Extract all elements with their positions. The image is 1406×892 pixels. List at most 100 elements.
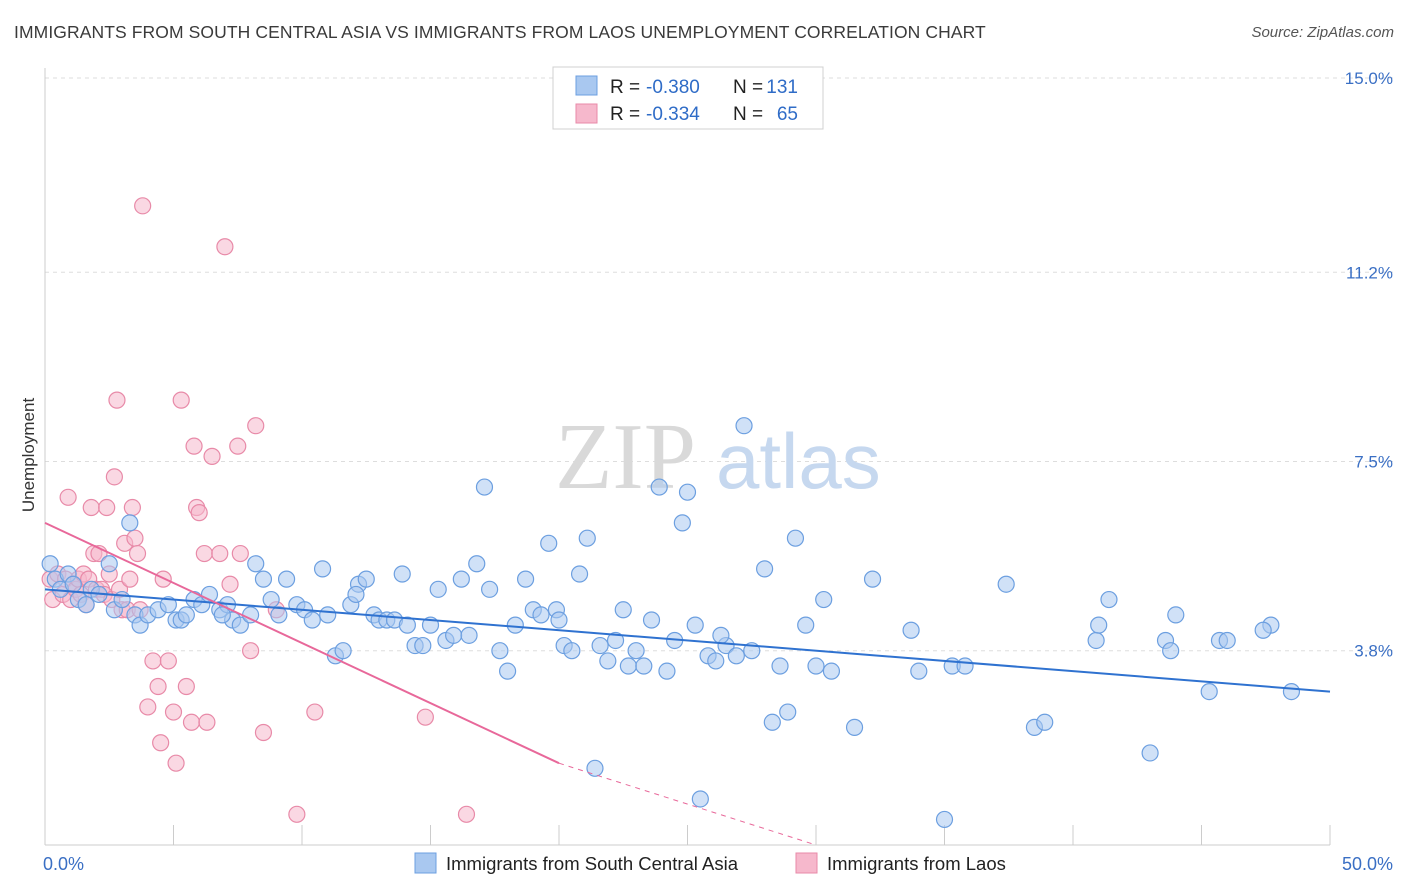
bottom-legend: Immigrants from South Central Asia Immig… (414, 852, 1006, 874)
south-central-asia-point-19 (177, 606, 195, 624)
trend-line-laos (44, 521, 560, 765)
laos-point-29 (123, 498, 141, 517)
south-central-asia-point-73 (591, 636, 609, 655)
south-central-asia-point-127 (550, 611, 568, 629)
south-central-asia-point-69 (563, 642, 581, 660)
bottom-legend-swatch-pink (795, 852, 818, 874)
south-central-asia-point-129 (347, 585, 365, 604)
south-central-asia-point-102 (822, 662, 841, 680)
laos-point-61 (306, 703, 324, 721)
south-central-asia-point-57 (468, 555, 486, 573)
south-central-asia-point-100 (807, 657, 825, 675)
south-central-asia-point-79 (635, 657, 653, 675)
south-central-asia-point-60 (491, 642, 509, 660)
laos-point-33 (134, 197, 152, 215)
south-central-asia-point-52 (429, 580, 447, 598)
x-tick-label-0: 0.0% (43, 854, 84, 874)
laos-point-53 (221, 575, 239, 593)
south-central-asia-point-55 (452, 570, 470, 588)
south-central-asia-point-35 (303, 611, 321, 629)
laos-point-49 (198, 713, 216, 731)
laos-point-60 (288, 805, 306, 823)
south-central-asia-point-72 (586, 759, 604, 777)
legend-r-value-1: -0.380 (646, 77, 700, 98)
watermark-zip: ZIP (555, 405, 696, 509)
south-central-asia-point-130 (41, 555, 59, 573)
laos-point-41 (167, 754, 185, 772)
laos-point-19 (98, 498, 116, 517)
source-label: Source: ZipAtlas.com (1251, 24, 1394, 41)
south-central-asia-point-112 (1036, 713, 1054, 731)
south-central-asia-point-37 (319, 606, 337, 624)
laos-point-39 (159, 652, 177, 670)
legend-r-label-1: R = (610, 77, 640, 98)
legend-n-label-2: N = (733, 104, 763, 125)
laos-point-22 (105, 468, 123, 486)
south-central-asia-point-105 (902, 621, 920, 639)
south-central-asia-point-77 (619, 657, 637, 675)
south-central-asia-point-75 (606, 631, 625, 650)
y-tick-label-1: 7.5% (1354, 453, 1393, 472)
south-central-asia-point-54 (445, 626, 463, 644)
laos-point-44 (182, 713, 201, 731)
south-central-asia-point-107 (935, 810, 954, 829)
south-central-asia-point-61 (499, 662, 517, 680)
south-central-asia-point-66 (540, 534, 558, 552)
south-central-asia-point-70 (570, 565, 589, 583)
laos-point-30 (126, 529, 144, 547)
legend-n-label-1: N = (733, 77, 763, 98)
south-central-asia-point-87 (691, 790, 709, 808)
south-central-asia-point-3 (64, 575, 82, 593)
south-central-asia-point-8 (100, 555, 118, 573)
laos-point-56 (242, 642, 260, 660)
south-central-asia-point-95 (763, 713, 781, 731)
laos-point-64 (59, 488, 77, 506)
south-central-asia-point-106 (910, 662, 928, 680)
south-central-asia-point-99 (797, 616, 815, 634)
south-central-asia-point-39 (334, 642, 352, 660)
south-central-asia-point-59 (481, 580, 499, 598)
legend-swatch-blue (575, 75, 598, 96)
south-central-asia-point-36 (313, 560, 332, 578)
legend-r-label-2: R = (610, 104, 640, 125)
south-central-asia-point-124 (1282, 682, 1301, 701)
legend-r-value-2: -0.334 (646, 104, 700, 125)
laos-point-42 (172, 391, 190, 409)
x-tick-label-1: 50.0% (1342, 854, 1393, 874)
south-central-asia-point-128 (213, 606, 231, 624)
south-central-asia-point-32 (277, 570, 296, 588)
laos-point-57 (247, 417, 265, 435)
trend-line-south-central-asia (44, 588, 1331, 693)
south-central-asia-point-82 (658, 662, 676, 680)
laos-point-37 (152, 734, 170, 752)
laos-point-31 (128, 544, 147, 563)
chart-title: IMMIGRANTS FROM SOUTH CENTRAL ASIA VS IM… (14, 22, 986, 42)
laos-point-47 (190, 504, 208, 522)
south-central-asia-point-16 (159, 596, 177, 614)
trend-lines (44, 521, 1331, 846)
south-central-asia-point-76 (614, 601, 632, 619)
south-central-asia-point-98 (786, 529, 805, 547)
south-central-asia-point-48 (398, 616, 416, 634)
south-central-asia-point-62 (506, 616, 524, 634)
laos-point-13 (82, 498, 100, 517)
bottom-legend-label-2: Immigrants from Laos (827, 853, 1006, 874)
laos-point-58 (254, 723, 273, 742)
south-central-asia-point-81 (650, 478, 668, 496)
laos-point-43 (177, 677, 195, 696)
south-central-asia-point-80 (642, 611, 661, 629)
south-central-asia-point-29 (254, 570, 273, 588)
laos-point-45 (185, 437, 203, 455)
laos-point-50 (203, 447, 221, 465)
laos-point-62 (416, 708, 434, 726)
south-central-asia-point-74 (599, 652, 617, 670)
south-central-asia-point-47 (393, 565, 411, 583)
south-central-asia-point-86 (686, 616, 704, 634)
y-tick-label-2: 11.2% (1346, 263, 1393, 282)
laos-point-51 (211, 544, 229, 563)
south-central-asia-point-78 (627, 642, 645, 660)
legend-swatch-pink (575, 103, 598, 124)
south-central-asia-point-92 (735, 417, 753, 435)
south-central-asia-point-91 (727, 647, 745, 665)
